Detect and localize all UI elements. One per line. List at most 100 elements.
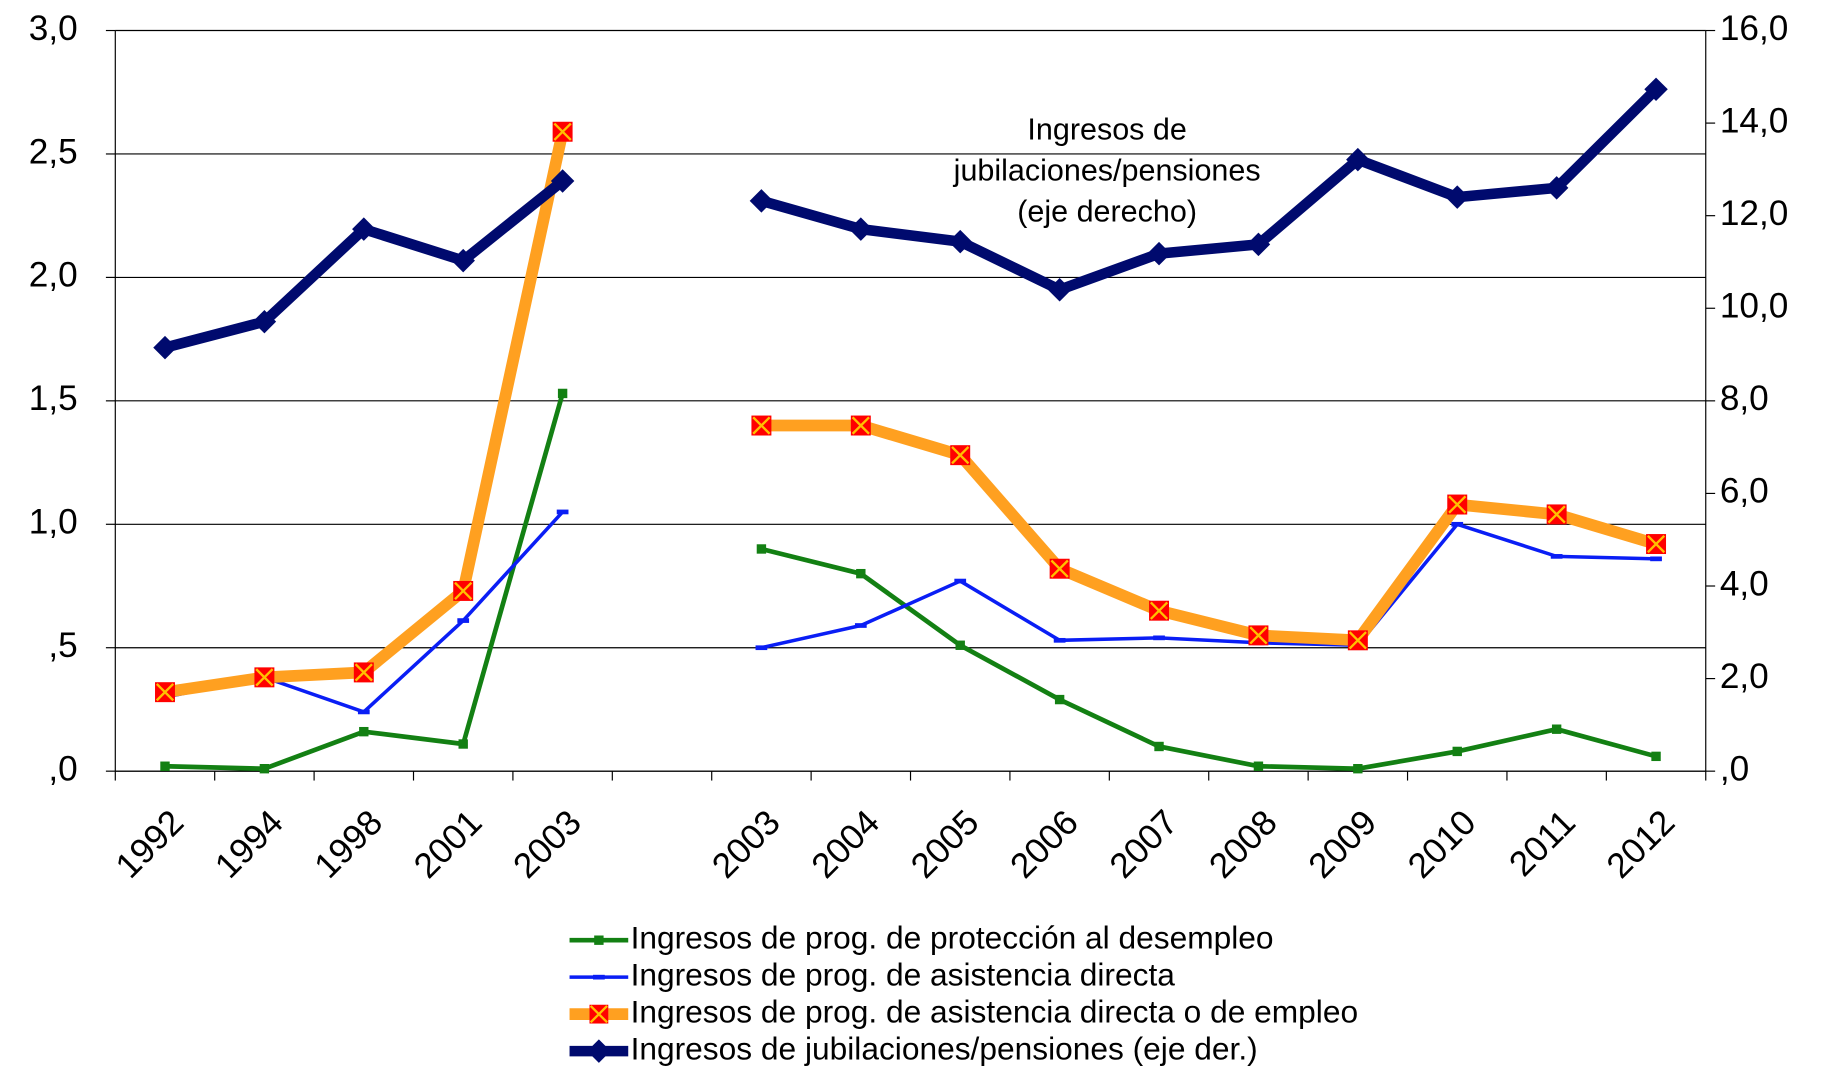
marker [550, 169, 575, 193]
marker [1347, 630, 1368, 651]
marker-cross [354, 663, 373, 682]
marker [155, 682, 175, 703]
y2-tick-label: 8,0 [1720, 379, 1769, 418]
legend-label: Ingresos de prog. de asistencia directa [631, 957, 1176, 993]
legend-marker-cross [589, 1005, 608, 1024]
y2-tick-label: 10,0 [1720, 287, 1789, 326]
marker-cross [1249, 626, 1268, 645]
marker-cross [1448, 495, 1467, 514]
y-tick-label: 1,5 [29, 379, 78, 418]
marker [252, 309, 277, 334]
marker [1551, 724, 1562, 734]
legend-label: Ingresos de prog. de asistencia directa … [631, 994, 1358, 1030]
y2-tick-label: 16,0 [1720, 9, 1789, 48]
marker [353, 662, 374, 683]
y2-tick-label: 12,0 [1720, 194, 1789, 233]
marker [254, 667, 275, 688]
marker [1149, 600, 1170, 621]
x-tick-label: 1998 [307, 803, 390, 886]
marker [357, 709, 370, 715]
x-tick-label: 2005 [904, 803, 987, 886]
legend-item: Ingresos de prog. de asistencia directa … [569, 994, 1358, 1030]
series [155, 121, 1667, 703]
legend-marker [594, 935, 604, 945]
legend-label: Ingresos de prog. de protección al desem… [631, 920, 1274, 956]
x-tick-label: 1992 [108, 803, 191, 886]
marker-cross [1348, 631, 1367, 650]
marker [1353, 764, 1363, 774]
marker [1550, 554, 1563, 559]
series-line [163, 85, 1660, 353]
y-tick-label: ,0 [48, 749, 77, 788]
marker [1049, 558, 1070, 579]
marker [1147, 241, 1171, 266]
legend-label: Ingresos de jubilaciones/pensiones (eje … [631, 1030, 1258, 1066]
y2-tick-label: 6,0 [1720, 472, 1769, 511]
marker [751, 415, 772, 436]
x-tick-label: 2009 [1301, 803, 1384, 886]
marker [948, 229, 972, 254]
marker [756, 544, 767, 554]
marker [153, 335, 177, 360]
marker [1054, 694, 1065, 705]
marker [954, 578, 967, 584]
marker [259, 764, 270, 774]
x-tick-label: 2010 [1401, 803, 1484, 886]
marker-cross [1050, 559, 1069, 578]
x-tick-label: 2003 [705, 803, 788, 886]
marker-cross [1149, 601, 1169, 620]
marker [755, 645, 768, 651]
marker [1646, 534, 1667, 555]
marker [854, 623, 867, 628]
y-tick-label: 3,0 [29, 9, 78, 48]
marker [556, 509, 569, 515]
marker [451, 248, 475, 273]
series [160, 388, 1661, 774]
marker [955, 640, 965, 650]
marker-cross [553, 122, 572, 141]
marker-cross [752, 416, 771, 435]
legend-item: Ingresos de jubilaciones/pensiones (eje … [569, 1030, 1258, 1066]
x-tick-label: 2001 [407, 803, 490, 886]
marker [160, 761, 170, 771]
marker [749, 189, 774, 213]
x-tick-label: 1994 [208, 803, 291, 886]
marker-cross [851, 416, 870, 435]
x-tick-label: 2004 [804, 803, 887, 886]
marker [1452, 746, 1462, 757]
x-tick-label: 2011 [1502, 803, 1583, 884]
legend-item: Ingresos de prog. de protección al desem… [569, 920, 1274, 956]
marker-cross [1647, 534, 1666, 554]
series [153, 77, 1668, 360]
legend-marker [593, 974, 605, 980]
annotation: Ingresos de [1027, 113, 1186, 147]
y-tick-label: 2,0 [29, 256, 78, 295]
y-tick-label: 2,5 [29, 132, 78, 171]
marker [1346, 147, 1370, 172]
x-tick-label: 2003 [506, 803, 589, 886]
marker [950, 445, 971, 466]
marker [856, 568, 866, 579]
annotation: jubilaciones/pensiones [953, 154, 1261, 188]
y2-tick-label: 14,0 [1720, 101, 1789, 140]
series-line [164, 392, 1657, 772]
marker [458, 739, 468, 749]
legend-marker [587, 1039, 611, 1063]
marker [1651, 751, 1661, 762]
marker [1650, 556, 1662, 562]
marker [1153, 635, 1165, 641]
marker [850, 415, 871, 436]
marker [1544, 176, 1569, 200]
y2-tick-label: ,0 [1720, 749, 1749, 788]
y-tick-label: 1,0 [29, 503, 78, 542]
marker [1154, 741, 1164, 752]
marker-cross [255, 668, 274, 687]
marker [352, 217, 376, 241]
marker [849, 217, 873, 241]
marker [557, 388, 568, 399]
marker-cross [155, 683, 175, 702]
marker [453, 580, 474, 601]
marker [1047, 278, 1072, 302]
x-tick-label: 2008 [1202, 803, 1285, 886]
marker [1248, 625, 1269, 646]
